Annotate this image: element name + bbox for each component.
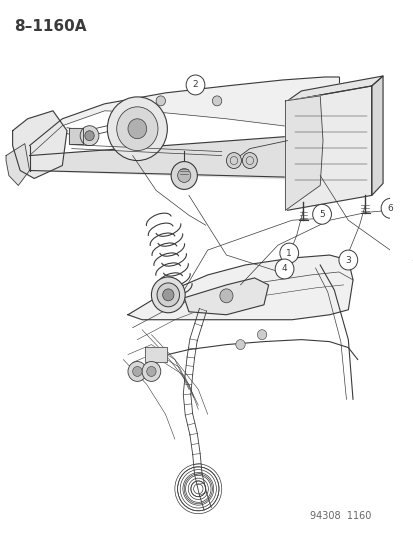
Circle shape: [226, 152, 241, 168]
Text: 8–1160A: 8–1160A: [14, 19, 87, 34]
Circle shape: [85, 131, 94, 141]
Text: 2: 2: [192, 80, 198, 90]
Circle shape: [157, 283, 179, 307]
Circle shape: [338, 250, 357, 270]
Polygon shape: [285, 96, 322, 211]
Circle shape: [219, 289, 233, 303]
Circle shape: [275, 259, 293, 279]
Circle shape: [235, 340, 244, 350]
Circle shape: [171, 161, 197, 189]
Circle shape: [151, 277, 185, 313]
Circle shape: [177, 168, 190, 182]
Polygon shape: [6, 144, 29, 185]
Circle shape: [186, 75, 204, 95]
Text: 1: 1: [286, 248, 292, 257]
Text: 6: 6: [387, 204, 392, 213]
Circle shape: [162, 289, 173, 301]
Polygon shape: [287, 76, 382, 101]
Polygon shape: [128, 255, 352, 320]
Circle shape: [116, 107, 158, 151]
Polygon shape: [69, 128, 83, 144]
Polygon shape: [184, 278, 268, 315]
Text: 94308  1160: 94308 1160: [310, 511, 371, 521]
Text: 3: 3: [344, 255, 350, 264]
Circle shape: [257, 330, 266, 340]
Circle shape: [146, 367, 156, 376]
Circle shape: [312, 204, 331, 224]
Circle shape: [404, 254, 413, 274]
Circle shape: [128, 361, 146, 382]
Circle shape: [128, 119, 146, 139]
Circle shape: [80, 126, 99, 146]
Circle shape: [212, 96, 221, 106]
Polygon shape: [29, 77, 338, 156]
Polygon shape: [287, 86, 371, 211]
Circle shape: [279, 243, 298, 263]
Polygon shape: [29, 133, 338, 181]
Polygon shape: [13, 111, 67, 179]
Circle shape: [242, 152, 257, 168]
Circle shape: [132, 367, 142, 376]
Polygon shape: [371, 76, 382, 196]
Circle shape: [142, 361, 160, 382]
Circle shape: [380, 198, 399, 218]
Polygon shape: [145, 346, 167, 362]
Text: 5: 5: [318, 210, 324, 219]
Circle shape: [156, 96, 165, 106]
Text: 4: 4: [281, 264, 287, 273]
Circle shape: [107, 97, 167, 160]
Text: 7: 7: [410, 260, 413, 269]
